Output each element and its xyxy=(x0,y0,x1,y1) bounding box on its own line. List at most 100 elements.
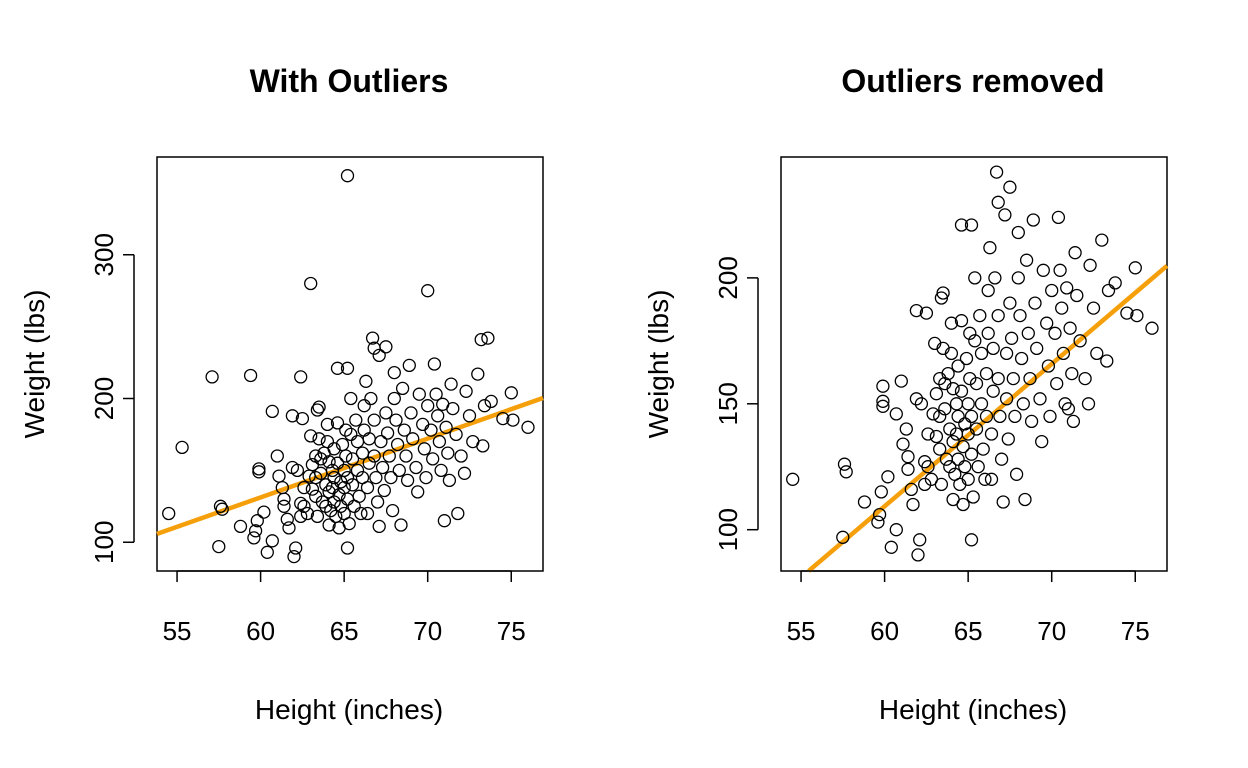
data-point xyxy=(963,371,977,386)
y-tick-label: 150 xyxy=(713,382,743,425)
data-point xyxy=(876,379,890,393)
data-point xyxy=(412,387,426,401)
data-point xyxy=(175,440,189,455)
data-point xyxy=(934,477,949,492)
data-point xyxy=(432,434,447,449)
data-point xyxy=(327,470,341,485)
data-point xyxy=(384,470,398,485)
data-point xyxy=(946,382,960,396)
data-point xyxy=(402,358,416,373)
data-point xyxy=(354,506,368,521)
data-point xyxy=(991,371,1005,386)
data-point xyxy=(421,284,435,298)
data-point xyxy=(345,452,360,466)
data-point xyxy=(1063,321,1077,335)
data-point xyxy=(872,507,887,522)
data-point xyxy=(319,499,333,513)
data-point xyxy=(1081,397,1096,411)
data-point xyxy=(330,416,345,430)
data-point xyxy=(265,534,279,548)
data-point xyxy=(362,456,376,470)
data-point xyxy=(340,361,355,375)
chart-title: Outliers removed xyxy=(841,63,1104,99)
x-axis-label: Height (inches) xyxy=(879,694,1067,725)
data-point xyxy=(277,499,291,513)
data-point xyxy=(521,420,535,434)
data-point xyxy=(462,409,477,423)
y-tick-label: 200 xyxy=(713,256,743,299)
data-point xyxy=(1008,409,1022,424)
data-point xyxy=(1033,392,1047,406)
data-point xyxy=(304,276,318,291)
data-point xyxy=(162,506,176,521)
data-point xyxy=(1120,306,1134,320)
data-point xyxy=(963,326,977,340)
data-point xyxy=(444,377,458,391)
data-point xyxy=(964,447,979,461)
data-point xyxy=(1090,346,1104,361)
x-tick-label: 65 xyxy=(330,616,359,646)
data-point xyxy=(484,394,498,409)
data-point xyxy=(212,539,226,554)
data-point xyxy=(943,460,957,474)
data-point xyxy=(370,495,385,509)
data-point xyxy=(899,422,913,436)
data-point xyxy=(340,470,355,485)
data-point xyxy=(874,485,888,499)
data-point xyxy=(936,286,950,300)
data-point xyxy=(941,366,955,381)
data-point xyxy=(958,417,972,431)
x-axis-label: Height (inches) xyxy=(255,694,443,725)
data-point xyxy=(786,472,800,486)
data-point xyxy=(367,449,381,463)
data-point xyxy=(1066,414,1081,429)
data-point xyxy=(330,361,345,375)
data-point xyxy=(1043,409,1057,424)
data-point xyxy=(471,367,485,381)
x-axis: 55 60 65 70 75 xyxy=(163,570,526,646)
data-point xyxy=(1086,301,1101,315)
data-point xyxy=(382,449,396,463)
data-point xyxy=(451,506,465,521)
chart-outliers-removed: Outliers removed 55 60 65 70 75 100 150 200 He… xyxy=(643,63,1169,725)
data-point xyxy=(951,452,965,466)
data-point xyxy=(1023,371,1037,386)
data-point xyxy=(999,346,1014,361)
data-point xyxy=(442,473,457,488)
data-point xyxy=(215,502,229,516)
data-point xyxy=(344,391,358,406)
points-layer xyxy=(162,169,535,564)
data-point xyxy=(933,442,947,456)
data-point xyxy=(1011,271,1025,285)
data-point xyxy=(914,397,929,411)
y-tick-label: 100 xyxy=(713,508,743,551)
data-point xyxy=(319,478,333,492)
data-point xyxy=(213,499,228,513)
data-point xyxy=(973,308,987,323)
x-tick-label: 70 xyxy=(413,616,442,646)
data-point xyxy=(1014,351,1029,366)
y-tick-label: 300 xyxy=(89,233,119,276)
data-point xyxy=(1050,376,1064,391)
data-point xyxy=(1051,210,1066,225)
data-point xyxy=(374,434,388,449)
y-axis-label: Weight (lbs) xyxy=(643,290,674,439)
data-point xyxy=(426,452,440,466)
chart-with-outliers: With Outliers 55 60 65 70 75 100 200 300 Heigh… xyxy=(19,63,544,725)
data-point xyxy=(260,545,274,559)
data-point xyxy=(889,407,903,421)
data-point xyxy=(434,463,448,478)
data-point xyxy=(390,437,405,452)
data-point xyxy=(921,460,935,474)
data-point xyxy=(399,449,413,463)
data-point xyxy=(379,406,393,420)
data-point xyxy=(896,437,910,451)
data-point xyxy=(1083,258,1097,272)
data-point xyxy=(429,387,443,401)
data-point xyxy=(300,506,315,521)
data-point xyxy=(297,499,311,513)
data-point xyxy=(919,306,934,320)
data-point xyxy=(419,470,433,485)
data-point xyxy=(1101,283,1116,298)
data-point xyxy=(312,432,326,446)
